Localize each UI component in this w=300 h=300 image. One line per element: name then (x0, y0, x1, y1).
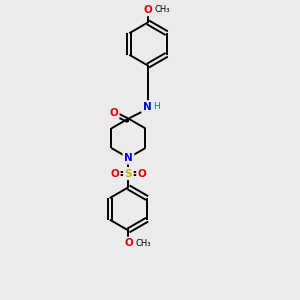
Text: O: O (124, 238, 133, 248)
Text: S: S (125, 169, 132, 178)
Text: O: O (144, 4, 152, 15)
Text: O: O (138, 169, 146, 178)
Text: CH₃: CH₃ (135, 239, 151, 248)
Text: O: O (110, 169, 119, 178)
Text: O: O (109, 108, 118, 118)
Text: H: H (153, 102, 160, 111)
Text: N: N (143, 102, 152, 112)
Text: N: N (124, 153, 133, 163)
Text: CH₃: CH₃ (155, 5, 170, 14)
